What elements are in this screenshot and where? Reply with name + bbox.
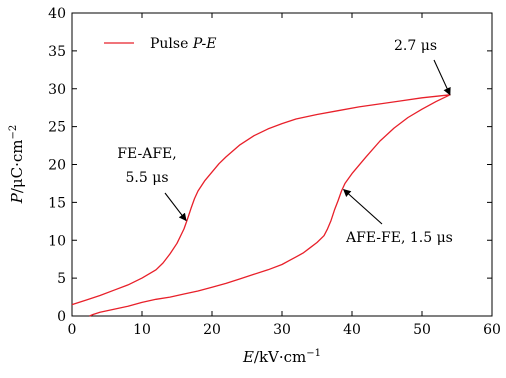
- x-tick-label: 40: [343, 322, 361, 338]
- y-tick-label: 20: [48, 158, 66, 174]
- x-axis-label: E/kV·cm−1: [242, 348, 321, 366]
- annotation-fe-afe: FE-AFE, 5.5 μs: [117, 146, 187, 222]
- annotation-top-label: 2.7 μs: [394, 38, 437, 54]
- annotation-fe-afe-line1: FE-AFE,: [117, 146, 176, 162]
- series-line-pulse-pe: [71, 94, 451, 317]
- y-axis-ticks: 0 5 10 15 20 25 30 35 40: [48, 6, 492, 325]
- series-layer: [71, 94, 451, 317]
- y-tick-label: 30: [48, 82, 66, 98]
- x-tick-label: 20: [203, 322, 221, 338]
- y-tick-label: 35: [48, 44, 66, 60]
- y-tick-label: 15: [48, 195, 66, 211]
- legend-label: Pulse P-E: [150, 36, 216, 52]
- x-axis-ticks: 0 10 20 30 40 50 60: [68, 13, 501, 338]
- annotation-fe-afe-line2: 5.5 μs: [126, 170, 169, 186]
- y-tick-label: 40: [48, 6, 66, 22]
- y-axis-label: P/μC·cm−2: [8, 125, 26, 205]
- annotation-top: 2.7 μs: [394, 38, 451, 96]
- x-tick-label: 0: [68, 322, 77, 338]
- y-tick-label: 5: [57, 271, 66, 287]
- y-tick-label: 0: [57, 309, 66, 325]
- annotation-top-arrow: [433, 59, 451, 96]
- annotation-fe-afe-arrow: [164, 192, 187, 222]
- x-axis-label-exp: −1: [306, 348, 321, 359]
- x-axis-label-var: E: [242, 348, 254, 366]
- x-tick-label: 50: [413, 322, 431, 338]
- annotation-afe-fe-label: AFE-FE, 1.5 μs: [345, 230, 453, 246]
- x-tick-label: 10: [133, 322, 151, 338]
- legend-label-italic: P-E: [192, 36, 217, 52]
- legend-label-plain: Pulse: [150, 36, 193, 52]
- y-tick-label: 10: [48, 233, 66, 249]
- annotation-afe-fe: AFE-FE, 1.5 μs: [343, 188, 453, 246]
- annotation-afe-fe-arrow: [343, 188, 383, 225]
- x-tick-label: 60: [483, 322, 501, 338]
- x-axis-label-unit: /kV·cm: [254, 348, 306, 366]
- x-tick-label: 30: [273, 322, 291, 338]
- y-axis-label-exp: −2: [8, 125, 19, 140]
- y-axis-label-var: P: [8, 192, 26, 204]
- y-axis-label-unit: /μC·cm: [8, 139, 26, 193]
- y-tick-label: 25: [48, 120, 66, 136]
- plot-frame: [71, 12, 493, 317]
